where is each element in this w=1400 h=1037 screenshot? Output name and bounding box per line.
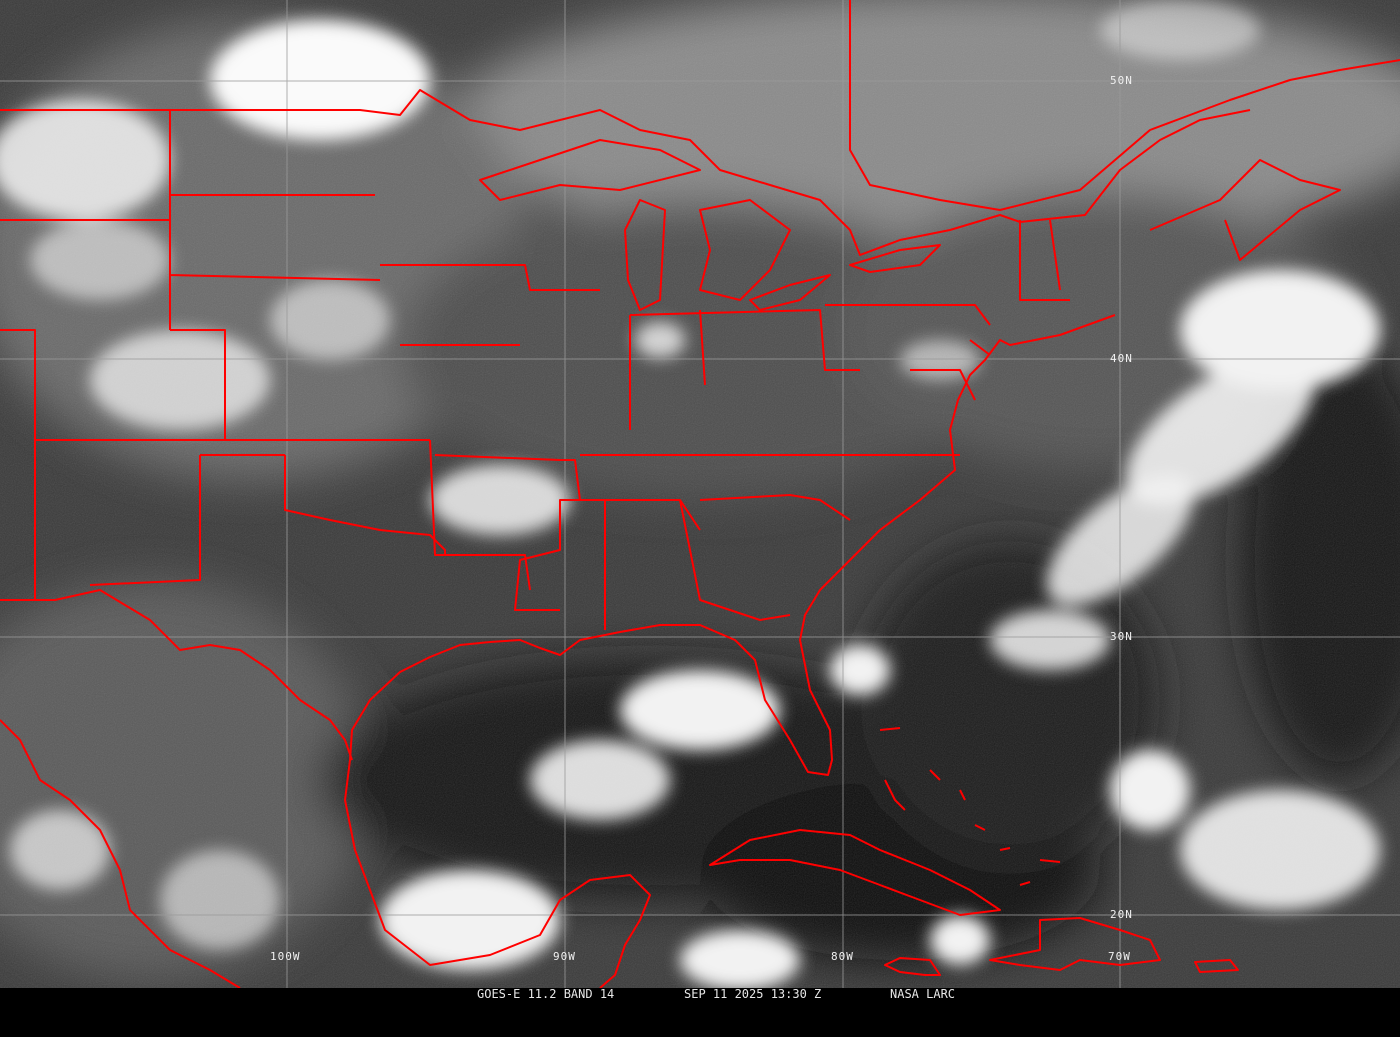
state-lines bbox=[0, 110, 1070, 630]
lat-lon-grid bbox=[0, 0, 1400, 988]
lon-label-90w: 90W bbox=[553, 950, 576, 963]
satellite-infrared-map bbox=[0, 0, 1400, 988]
caption-datetime: SEP 11 2025 13:30 Z bbox=[684, 987, 822, 1001]
caption-product: GOES-E 11.2 BAND 14 bbox=[477, 987, 615, 1001]
lat-label-20n: 20N bbox=[1110, 908, 1133, 921]
lat-label-50n: 50N bbox=[1110, 74, 1133, 87]
coastline-us-mexico bbox=[344, 314, 1116, 988]
jamaica bbox=[884, 957, 941, 976]
cloud-features bbox=[0, 0, 1380, 988]
cuba bbox=[709, 829, 1001, 916]
border-us-mexico bbox=[0, 589, 353, 761]
great-lakes bbox=[479, 139, 941, 311]
border-us-canada bbox=[0, 89, 1251, 256]
political-boundaries bbox=[0, 0, 1400, 988]
lat-label-40n: 40N bbox=[1110, 352, 1133, 365]
lat-label-30n: 30N bbox=[1110, 630, 1133, 643]
lon-label-70w: 70W bbox=[1108, 950, 1131, 963]
caption-source: NASA LARC bbox=[890, 987, 956, 1001]
hispaniola bbox=[989, 917, 1161, 971]
canada-coast bbox=[849, 0, 1400, 261]
coastline-mexico-west bbox=[0, 719, 241, 988]
image-caption-bar: GOES-E 11.2 BAND 14 SEP 11 2025 13:30 Z … bbox=[0, 988, 1400, 1000]
puerto-rico bbox=[1194, 959, 1239, 973]
lon-label-100w: 100W bbox=[270, 950, 301, 963]
bahamas bbox=[879, 727, 1061, 886]
lon-label-80w: 80W bbox=[831, 950, 854, 963]
